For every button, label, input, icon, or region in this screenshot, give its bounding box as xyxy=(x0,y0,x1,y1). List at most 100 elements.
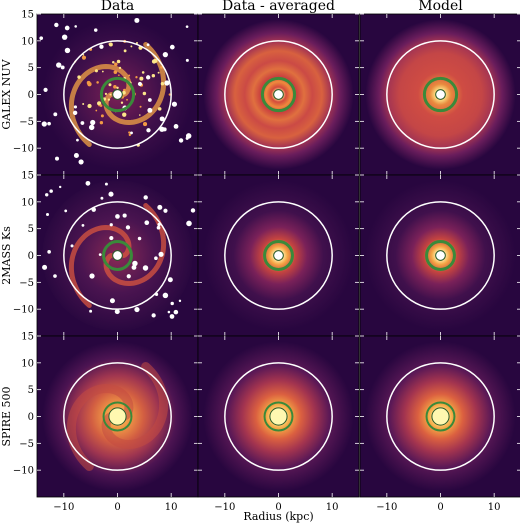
masked-source xyxy=(45,193,49,197)
masked-source xyxy=(154,256,158,261)
star-forming-knot xyxy=(94,69,98,73)
masked-source xyxy=(146,43,150,47)
masked-source xyxy=(173,124,179,129)
star-forming-knot xyxy=(108,42,113,47)
masked-source xyxy=(49,189,53,193)
x-tick-label: 0 xyxy=(114,502,120,513)
y-tick-label: 5 xyxy=(28,224,34,235)
inner-core-ring xyxy=(108,407,127,426)
star-forming-knot xyxy=(107,98,111,101)
y-tick-label: 10 xyxy=(21,358,34,369)
y-tick-label: −10 xyxy=(13,144,34,155)
masked-source xyxy=(89,273,95,279)
panel-ticks xyxy=(198,174,359,336)
masked-source xyxy=(159,116,165,122)
masked-source xyxy=(85,180,91,186)
masked-source xyxy=(178,299,182,303)
masked-source xyxy=(143,195,148,200)
panel-ticks xyxy=(37,13,198,175)
masked-source xyxy=(167,277,173,283)
star-forming-knot xyxy=(160,66,163,69)
star-forming-knot xyxy=(118,74,120,76)
masked-source xyxy=(134,306,140,313)
y-tick-label: 15 xyxy=(21,171,34,182)
star-forming-knot xyxy=(123,49,127,53)
masked-source xyxy=(190,208,196,213)
panel-spire-500-model xyxy=(359,335,520,498)
x-tick-label: 0 xyxy=(275,502,281,513)
y-tick-label: −10 xyxy=(13,466,34,477)
masked-source xyxy=(55,156,60,161)
panel-ticks xyxy=(360,174,520,336)
star-forming-knot xyxy=(113,70,118,74)
row-label-spire-500: SPIRE 500 xyxy=(0,386,13,446)
star-forming-knot xyxy=(104,92,108,95)
star-forming-knot xyxy=(130,45,133,48)
panel-ticks xyxy=(37,335,198,497)
star-forming-knot xyxy=(116,86,119,90)
green-ring xyxy=(263,401,294,432)
inner-core-ring xyxy=(435,89,446,100)
masked-source xyxy=(185,25,189,28)
inner-core-ring xyxy=(435,250,446,261)
star-forming-knot xyxy=(157,71,160,74)
masked-source xyxy=(162,292,169,299)
masked-source xyxy=(186,220,192,227)
star-forming-knot xyxy=(113,85,117,89)
masked-source xyxy=(122,213,127,218)
star-forming-knot xyxy=(100,114,104,118)
y-tick-label: −10 xyxy=(13,305,34,316)
y-tick-label: 0 xyxy=(28,251,34,262)
x-tick-label: −10 xyxy=(214,502,235,513)
masked-source xyxy=(39,36,44,41)
star-forming-knot xyxy=(168,93,172,96)
masked-source xyxy=(70,244,74,248)
masked-source xyxy=(185,58,189,62)
masked-source xyxy=(170,301,174,306)
outer-aperture-ring xyxy=(63,201,172,310)
star-forming-knot xyxy=(118,66,122,70)
masked-source xyxy=(146,128,151,133)
masked-source xyxy=(109,298,115,304)
star-forming-knot xyxy=(87,81,92,87)
masked-source xyxy=(108,191,114,197)
y-tick-label: 15 xyxy=(21,332,34,343)
masked-source xyxy=(125,225,131,230)
column-title-model: Model xyxy=(418,0,463,14)
masked-source xyxy=(72,110,78,116)
panel-galex-nuv-data-averaged xyxy=(197,13,360,176)
y-tick-label: 10 xyxy=(21,36,34,47)
masked-source xyxy=(76,138,79,142)
masked-source xyxy=(185,133,192,139)
masked-source xyxy=(54,22,59,28)
masked-source xyxy=(80,121,85,125)
masked-source xyxy=(167,310,171,314)
green-ring xyxy=(260,76,297,113)
masked-source xyxy=(56,62,62,68)
panel-galex-nuv-model xyxy=(359,13,520,176)
green-ring xyxy=(99,76,136,113)
outer-aperture-ring xyxy=(224,40,333,149)
outer-aperture-ring xyxy=(224,201,333,310)
star-forming-knot xyxy=(122,112,127,117)
star-forming-knot xyxy=(139,114,141,116)
x-axis-label: Radius (kpc) xyxy=(243,510,313,523)
masked-source xyxy=(132,260,138,267)
masked-source xyxy=(109,223,113,227)
masked-source xyxy=(43,87,48,92)
star-forming-knot xyxy=(116,59,121,64)
panel-ticks xyxy=(198,13,359,175)
masked-source xyxy=(78,159,84,165)
star-forming-knot xyxy=(142,91,147,96)
masked-source xyxy=(89,309,93,313)
masked-source xyxy=(104,182,108,186)
masked-source xyxy=(137,81,143,87)
masked-source xyxy=(64,25,70,31)
masked-source xyxy=(178,138,184,143)
masked-source xyxy=(169,44,175,50)
masked-source xyxy=(144,220,150,226)
outer-aperture-ring xyxy=(63,40,172,149)
masked-source xyxy=(163,208,168,213)
star-forming-knot xyxy=(114,62,118,66)
